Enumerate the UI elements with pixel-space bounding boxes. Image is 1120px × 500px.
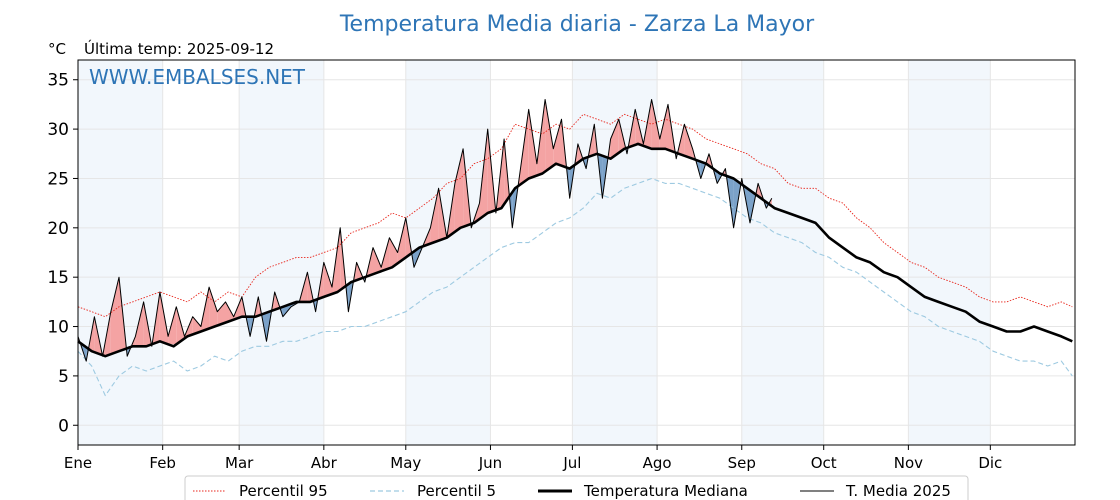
series-lines <box>77 99 1073 397</box>
fill-above-median <box>225 301 234 323</box>
fill-above-median <box>389 237 398 269</box>
line-percentil-95 <box>77 113 1073 318</box>
y-axis: 0 5 10 15 20 25 30 35 <box>47 71 78 436</box>
fill-above-median <box>684 124 693 159</box>
x-tick-label: Jul <box>562 454 581 472</box>
y-tick-label: 10 <box>47 318 69 338</box>
line-percentil-5 <box>77 177 1073 397</box>
fill-above-median <box>397 217 406 264</box>
fill-above-median <box>110 277 119 355</box>
x-tick-label: May <box>390 454 421 472</box>
fill-above-median <box>209 287 218 329</box>
month-band <box>741 60 824 445</box>
fill-above-median <box>217 301 226 326</box>
x-tick-label: Sep <box>728 454 756 472</box>
x-tick-label: Mar <box>225 454 254 472</box>
month-band <box>239 60 324 445</box>
x-tick-label: Nov <box>894 454 923 472</box>
month-band <box>78 60 163 445</box>
y-tick-label: 5 <box>58 367 69 387</box>
y-tick-label: 25 <box>47 169 69 189</box>
fill-above-median <box>610 119 619 159</box>
fill-above-median <box>553 119 562 166</box>
x-tick-label: Feb <box>149 454 176 472</box>
y-tick-label: 20 <box>47 219 69 239</box>
legend: Percentil 95 Percentil 5 Temperatura Med… <box>184 475 969 500</box>
x-tick-label: Ene <box>64 454 92 472</box>
legend-label-current: T. Media 2025 <box>845 482 951 500</box>
fill-above-median <box>545 99 554 172</box>
x-tick-label: Abr <box>311 454 338 472</box>
fill-above-median <box>176 306 185 345</box>
fill-above-median <box>430 188 439 244</box>
month-band <box>908 60 991 445</box>
month-bands <box>78 60 991 445</box>
legend-label-p5: Percentil 5 <box>417 482 496 500</box>
legend-box <box>184 475 969 500</box>
chart-title: Temperatura Media diaria - Zarza La Mayo… <box>339 12 815 37</box>
x-axis: Ene Feb Mar Abr May Jun Jul Ago Sep Oct Nov Dic <box>64 445 1002 472</box>
fill-above-median <box>373 247 382 275</box>
y-tick-label: 35 <box>47 71 69 91</box>
fill-above-median <box>528 109 537 179</box>
x-tick-label: Jun <box>478 454 502 472</box>
unit-label: °C <box>48 40 66 58</box>
x-tick-label: Ago <box>643 454 672 472</box>
month-band <box>572 60 658 445</box>
y-tick-label: 15 <box>47 268 69 288</box>
fill-above-median <box>659 104 668 150</box>
last-temp-label: Última temp: 2025-09-12 <box>84 39 274 58</box>
legend-label-median: Temperatura Mediana <box>583 482 748 500</box>
legend-label-p95: Percentil 95 <box>239 482 328 500</box>
fill-above-median <box>192 316 201 335</box>
x-tick-label: Dic <box>978 454 1002 472</box>
fill-above-median <box>135 301 144 347</box>
y-tick-label: 30 <box>47 120 69 140</box>
plot-frame <box>77 59 1076 446</box>
fill-above-median <box>323 262 332 297</box>
line-t-media-2025 <box>77 99 773 362</box>
line-temperatura-mediana <box>77 142 1073 358</box>
x-tick-label: Oct <box>811 454 837 472</box>
fill-above-median <box>168 306 177 345</box>
y-tick-label: 0 <box>58 416 69 436</box>
fill-above-median <box>454 148 464 232</box>
watermark: WWW.EMBALSES.NET <box>89 65 306 89</box>
